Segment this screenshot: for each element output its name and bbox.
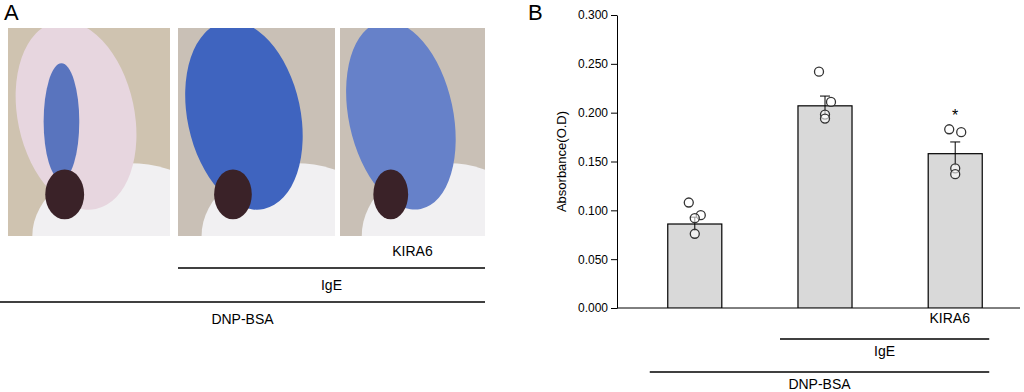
- y-tick-mark: [611, 64, 617, 65]
- bar: [668, 224, 722, 308]
- y-tick: 0.050: [578, 253, 617, 267]
- bar: [798, 106, 852, 308]
- y-tick-label: 0.200: [578, 106, 608, 120]
- y-tick-mark: [611, 162, 617, 163]
- condition-label: DNP-BSA: [211, 311, 274, 327]
- ear: [8, 28, 153, 221]
- y-tick: 0.300: [578, 8, 617, 22]
- ear: [340, 28, 472, 220]
- y-tick-label: 0.100: [578, 204, 608, 218]
- condition-label: KIRA6: [929, 310, 970, 326]
- y-tick-label: 0.250: [578, 57, 608, 71]
- data-point: [951, 170, 960, 179]
- photo: [8, 28, 170, 236]
- condition-line: [178, 267, 485, 269]
- y-tick-label: 0.000: [578, 301, 608, 315]
- condition-line: [780, 338, 989, 340]
- condition-label: IgE: [321, 277, 342, 293]
- y-tick-mark: [611, 15, 617, 16]
- y-axis-title: Absorbance(O.D): [554, 111, 569, 212]
- data-point: [690, 214, 699, 223]
- data-point: [815, 67, 824, 76]
- ear-canal: [214, 169, 252, 219]
- y-tick: 0.150: [578, 155, 617, 169]
- y-axis-line: [617, 16, 618, 309]
- bar: [928, 154, 982, 308]
- y-axis: 0.000 0.050 0.100 0.150 0.200 0.250 0.300: [578, 8, 618, 315]
- data-point: [690, 229, 699, 238]
- ear: [178, 28, 319, 221]
- data-point: [957, 128, 966, 137]
- error-bar: [950, 142, 960, 165]
- chart_data-conditions: KIRA6 IgE DNP-BSA: [650, 310, 989, 392]
- ear-canal: [45, 169, 84, 219]
- condition-label: DNP-BSA: [788, 376, 851, 392]
- y-tick-mark: [611, 259, 617, 260]
- panel-label: A: [4, 0, 19, 25]
- photo: [178, 28, 335, 236]
- y-tick-label: 0.150: [578, 155, 608, 169]
- y-tick-mark: [611, 113, 617, 114]
- data-point: [945, 125, 954, 134]
- significance-marker: *: [952, 107, 958, 124]
- y-tick: 0.200: [578, 106, 617, 120]
- y-tick: 0.250: [578, 57, 617, 71]
- error-bar-cap: [950, 141, 960, 142]
- y-tick-label: 0.300: [578, 8, 608, 22]
- y-tick: 0.100: [578, 204, 617, 218]
- panel_a-conditions: KIRA6 IgE DNP-BSA: [0, 243, 485, 327]
- y-tick: 0.000: [578, 301, 617, 315]
- condition-line: [0, 301, 485, 303]
- panel-label: B: [528, 0, 543, 25]
- data-point: [684, 198, 693, 207]
- condition-label: KIRA6: [392, 243, 433, 259]
- data-point: [827, 97, 836, 106]
- dye: [44, 63, 80, 179]
- y-tick-mark: [611, 308, 617, 309]
- condition-label: IgE: [874, 343, 895, 359]
- ear-canal: [373, 169, 408, 219]
- figure: A KIRA6 IgE DNP-BSA B 0.000 0.050 0.100 0.150 0.2…: [0, 0, 1024, 392]
- data-point: [821, 114, 830, 123]
- plot-area: [668, 67, 982, 308]
- condition-line: [650, 371, 989, 373]
- y-tick-label: 0.050: [578, 253, 608, 267]
- y-tick-mark: [611, 210, 617, 211]
- photo: [340, 28, 485, 236]
- error-bar-cap: [820, 96, 830, 97]
- error-bar-stem: [955, 142, 956, 165]
